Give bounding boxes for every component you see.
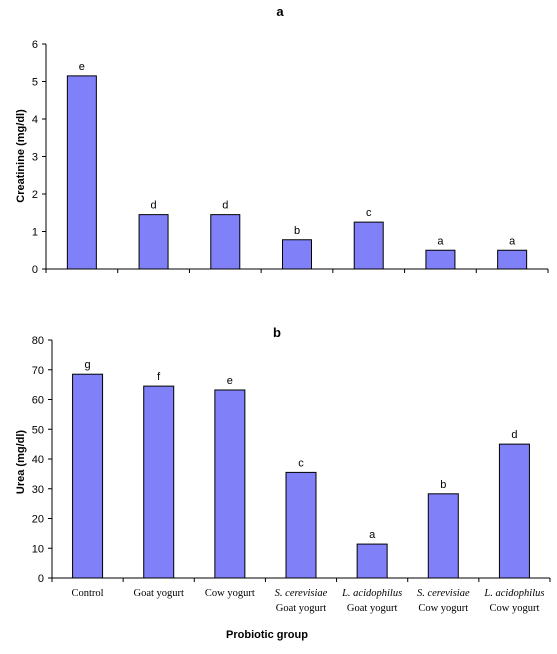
panel-a-bar xyxy=(66,75,97,270)
panel-b-y-tick-label: 10 xyxy=(32,543,44,555)
panel-b-bar-significance-label: d xyxy=(511,429,517,441)
panel-a-bar-significance-label: b xyxy=(294,225,300,237)
panel-a-bar xyxy=(425,249,456,270)
panel-b-y-tick-label: 80 xyxy=(32,335,44,347)
panel-a-bar-significance-label: a xyxy=(437,235,444,247)
panel-b-bar-significance-label: e xyxy=(227,375,233,387)
panel-a-bar-significance-label: c xyxy=(366,207,372,219)
panel-b-category-label: S. cerevisiae xyxy=(275,588,328,599)
panel-a-y-tick-label: 6 xyxy=(32,39,38,51)
panel-b-y-tick-label: 30 xyxy=(32,484,44,496)
panel-a-y-tick-label: 4 xyxy=(32,114,38,126)
panel-b-bar xyxy=(143,385,175,579)
panel-b-category-label: Goat yogurt xyxy=(347,603,398,614)
panel-b-category-label: Goat yogurt xyxy=(133,588,184,599)
panel-b-y-tick-label: 40 xyxy=(32,454,44,466)
panel-b-y-tick-label: 60 xyxy=(32,395,44,407)
panel-b-category-label: L. acidophilus xyxy=(483,588,544,599)
panel-a-y-tick-label: 3 xyxy=(32,152,38,164)
panel-a-bar xyxy=(210,214,241,270)
panel-b-y-tick-label: 20 xyxy=(32,514,44,526)
panel-b-y-tick-label: 50 xyxy=(32,424,44,436)
panel-a-y-tick-label: 2 xyxy=(32,189,38,201)
panel-b-bar xyxy=(498,443,530,579)
panel-a-y-tick-label: 0 xyxy=(32,264,38,276)
panel-a-bar-significance-label: e xyxy=(79,61,85,73)
panel-b-bar xyxy=(72,373,104,579)
panel-b-category-label: Cow yogurt xyxy=(205,588,255,599)
panel-b-y-tick-label: 0 xyxy=(38,573,44,585)
panel-a-bar xyxy=(353,221,384,270)
panel-a-bar-significance-label: a xyxy=(509,235,516,247)
panel-a-bar xyxy=(282,239,312,270)
panel-a-bar-significance-label: d xyxy=(222,200,228,212)
panel-b-bar xyxy=(285,471,317,579)
panel-a-y-tick-label: 1 xyxy=(32,227,38,239)
panel-a-bar xyxy=(138,214,169,270)
panel-b-bar xyxy=(356,543,388,579)
panel-b-title: b xyxy=(273,325,281,340)
panel-a-title: a xyxy=(276,4,284,19)
panel-b-bar-significance-label: c xyxy=(298,457,304,469)
panel-b-bar-significance-label: f xyxy=(157,371,161,383)
panel-a-bar-significance-label: d xyxy=(151,200,157,212)
panel-b-category-label: Control xyxy=(72,588,104,599)
panel-b-x-axis-label: Probiotic group xyxy=(226,629,308,641)
panel-b-category-label: Goat yogurt xyxy=(276,603,327,614)
panel-b: b Urea (mg/dl) 0 10 20 30 40 50 60 70 80 g f e c a b d… xyxy=(15,325,551,641)
panel-b-category-label: Cow yogurt xyxy=(418,603,468,614)
panel-b-bar xyxy=(214,389,246,579)
panel-b-bar-significance-label: a xyxy=(369,529,376,541)
panel-b-category-label: L. acidophilus xyxy=(341,588,402,599)
panel-b-y-axis-label: Urea (mg/dl) xyxy=(15,430,27,495)
panel-b-category-label: Cow yogurt xyxy=(489,603,539,614)
panel-a-y-tick-label: 5 xyxy=(32,77,38,89)
panel-b-bar-significance-label: b xyxy=(440,479,446,491)
panel-a-y-axis-label: Creatinine (mg/dl) xyxy=(15,109,27,203)
panel-b-bar xyxy=(427,493,459,579)
panel-b-category-label: S. cerevisiae xyxy=(417,588,470,599)
panel-b-bar-significance-label: g xyxy=(85,359,91,371)
panel-b-y-tick-label: 70 xyxy=(32,365,44,377)
panel-a: a Creatinine (mg/dl) 0 1 2 3 4 5 6 e d d b c a a xyxy=(15,4,549,276)
panel-a-bar xyxy=(497,249,528,270)
